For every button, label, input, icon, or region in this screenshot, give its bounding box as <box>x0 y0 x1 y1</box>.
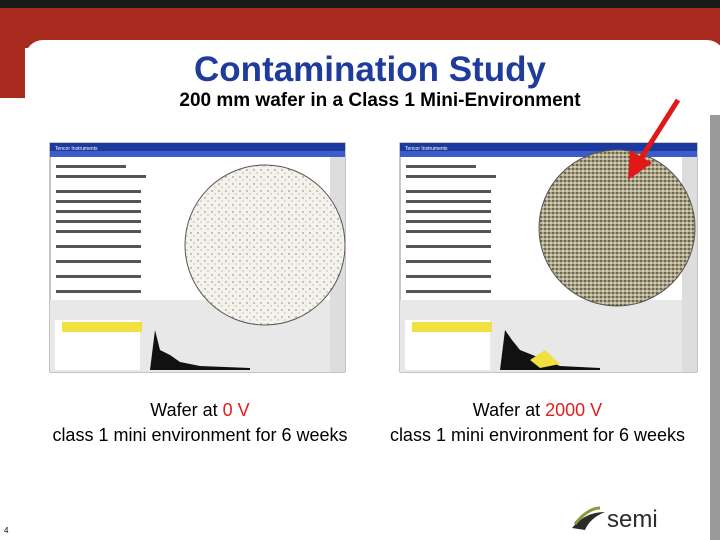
screenshot-right <box>399 142 698 373</box>
window-title: Tencor Instruments <box>55 146 98 152</box>
title: Contamination Study <box>194 50 546 89</box>
page-number: 4 <box>4 526 9 535</box>
caption-right: Wafer at 2000 V class 1 mini environment… <box>355 398 720 448</box>
caption-prefix: Wafer at <box>472 400 546 420</box>
subtitle: 200 mm wafer in a Class 1 Mini-Environme… <box>179 90 581 111</box>
caption-prefix: Wafer at <box>150 400 223 420</box>
arrow <box>628 98 681 180</box>
caption-left: Wafer at 0 V class 1 mini environment fo… <box>50 398 350 448</box>
logo-mark <box>572 506 605 530</box>
voltage: 2000 V <box>545 400 603 420</box>
caption-text: class 1 mini environment for 6 weeks <box>389 425 686 445</box>
logo: semi <box>607 506 658 533</box>
window-title: Tencor Instruments <box>405 146 448 152</box>
caption-text: class 1 mini environment for 6 weeks <box>52 425 348 445</box>
voltage: 0 V <box>222 400 250 420</box>
screenshot-left <box>49 142 346 373</box>
